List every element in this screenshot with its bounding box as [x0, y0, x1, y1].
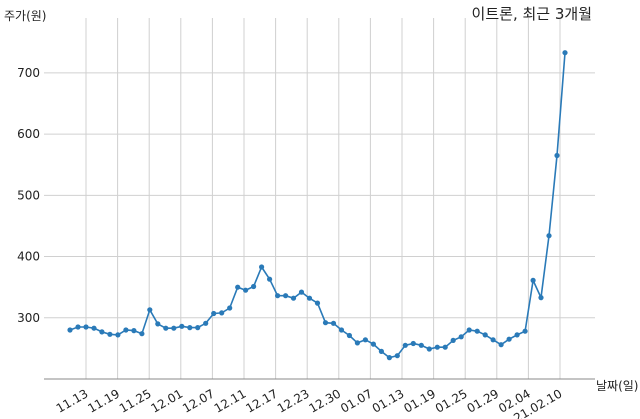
data-point [267, 276, 273, 282]
data-point [466, 327, 472, 333]
series-line [69, 52, 566, 359]
data-point [306, 295, 313, 301]
data-point [227, 305, 233, 311]
data-point [314, 300, 321, 306]
data-point [179, 323, 185, 329]
horizontal-gridlines [44, 72, 595, 319]
x-tick-label: 01.07 [338, 386, 375, 415]
x-tick-label: 12.23 [275, 386, 312, 415]
data-point [259, 264, 265, 270]
data-point [147, 307, 153, 313]
data-point [378, 348, 384, 354]
data-point [163, 325, 169, 331]
x-tick-label: 12.07 [180, 386, 217, 415]
data-point [67, 327, 73, 333]
data-point [410, 340, 416, 347]
y-tick-label: 700 [17, 66, 40, 80]
data-point [490, 337, 496, 343]
data-point [330, 320, 337, 326]
data-point [506, 336, 512, 342]
data-point [219, 310, 225, 316]
data-point [554, 152, 560, 159]
data-point [298, 289, 305, 295]
vertical-gridlines [85, 18, 561, 379]
data-point [402, 342, 408, 348]
x-tick-label: 12.11 [212, 386, 249, 415]
data-point [346, 332, 352, 339]
data-point [482, 332, 488, 338]
data-point [562, 50, 568, 56]
data-point [290, 295, 297, 301]
data-point [418, 342, 424, 348]
data-point [251, 283, 257, 290]
data-point [474, 328, 480, 334]
x-tick-label: 01.29 [465, 386, 502, 415]
chart-title: 이트론, 최근 3개월 [472, 5, 592, 23]
data-point [83, 324, 89, 330]
data-point [171, 325, 177, 331]
x-tick-label: 01.19 [401, 386, 438, 415]
x-tick-label: 01.13 [370, 386, 407, 415]
data-point [394, 353, 400, 359]
data-point [131, 328, 137, 334]
data-point [107, 331, 113, 337]
x-tick-label: 12.17 [243, 386, 280, 415]
data-point [203, 320, 209, 326]
data-point [195, 325, 201, 331]
data-point [139, 331, 145, 337]
data-point [322, 320, 329, 326]
data-point [75, 324, 81, 330]
data-point [362, 337, 368, 343]
x-tick-label: 11.25 [117, 386, 154, 415]
data-point [458, 334, 464, 340]
x-tick-label: 01.25 [433, 386, 470, 415]
x-tick-label: 11.19 [85, 386, 122, 415]
data-point [338, 327, 345, 333]
data-point [522, 328, 528, 334]
data-point [155, 321, 161, 327]
data-point [498, 342, 504, 348]
y-tick-label: 300 [17, 311, 40, 325]
x-axis-label: 날짜(일) [596, 379, 638, 393]
y-tick-label: 500 [17, 188, 40, 202]
x-tick-label: 11.13 [54, 386, 91, 415]
x-tick-label: 12.01 [149, 386, 186, 415]
data-point [546, 233, 552, 239]
data-point [426, 346, 432, 352]
data-point [123, 327, 129, 333]
data-point [514, 332, 520, 338]
data-point [99, 329, 105, 335]
series-points [67, 50, 568, 361]
data-point [91, 325, 97, 331]
data-point [450, 337, 456, 343]
data-point [442, 344, 448, 350]
data-point [187, 325, 193, 331]
x-tick-label: 12.30 [307, 386, 344, 415]
y-tick-labels: 300 400 500 600 700 [17, 66, 40, 325]
data-point [538, 295, 544, 301]
data-point [275, 293, 281, 299]
y-tick-label: 600 [17, 127, 40, 141]
data-point [386, 355, 392, 361]
y-tick-label: 400 [17, 250, 40, 264]
data-point [243, 287, 249, 293]
x-tick-labels: 11.1311.1911.2512.0112.0712.1112.1712.23… [54, 386, 565, 419]
data-point [354, 340, 360, 346]
data-point [235, 284, 241, 290]
data-point [211, 310, 217, 317]
data-point [115, 332, 121, 338]
data-point [283, 293, 289, 299]
data-point [530, 277, 536, 283]
data-point [434, 344, 440, 350]
y-axis-label: 주가(원) [4, 9, 46, 23]
data-point [370, 341, 376, 347]
